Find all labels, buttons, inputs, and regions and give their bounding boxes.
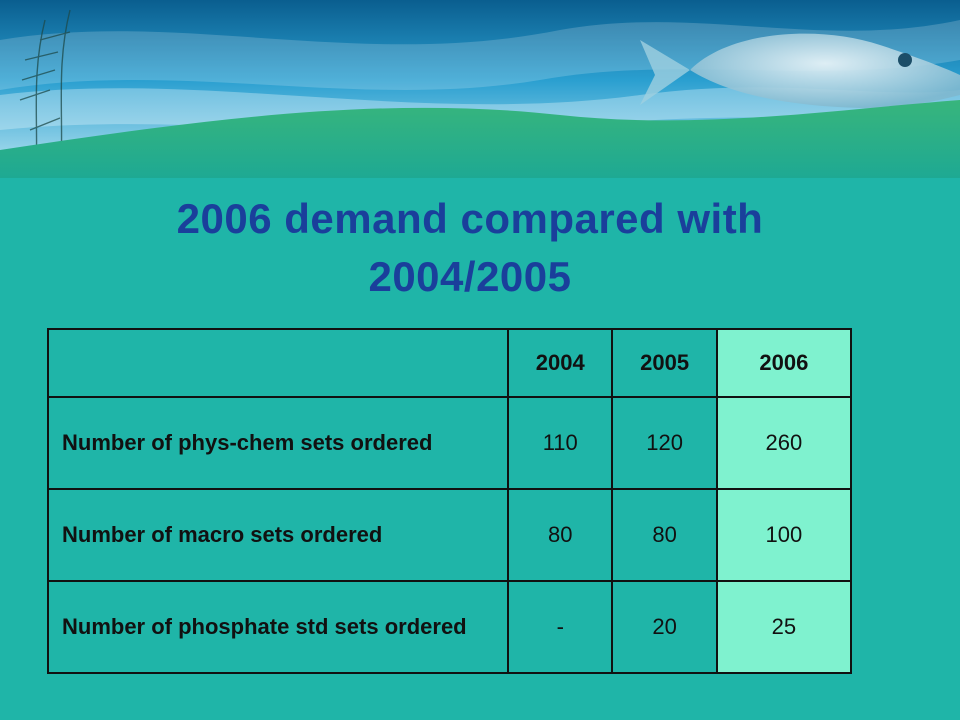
table-row: Number of macro sets ordered 80 80 100 xyxy=(46,488,853,582)
row-label: Number of macro sets ordered xyxy=(46,488,510,582)
title-line-1: 2006 demand compared with xyxy=(176,195,764,242)
cell-2006: 260 xyxy=(715,396,853,490)
cell-2004: - xyxy=(507,580,614,674)
header-2004: 2004 xyxy=(507,328,614,398)
table-row: Number of phosphate std sets ordered - 2… xyxy=(46,580,853,674)
cell-2006: 25 xyxy=(715,580,853,674)
fish-icon xyxy=(640,33,960,109)
demand-table: 2004 2005 2006 Number of phys-chem sets … xyxy=(46,328,853,674)
cell-2006: 100 xyxy=(715,488,853,582)
header-2005: 2005 xyxy=(611,328,718,398)
row-label: Number of phosphate std sets ordered xyxy=(46,580,510,674)
header-banner-image xyxy=(0,0,960,178)
slide-title: 2006 demand compared with 2004/2005 xyxy=(80,190,860,306)
table-header-row: 2004 2005 2006 xyxy=(46,328,853,398)
cell-2004: 80 xyxy=(507,488,614,582)
cell-2005: 120 xyxy=(611,396,718,490)
table-row: Number of phys-chem sets ordered 110 120… xyxy=(46,396,853,490)
cell-2004: 110 xyxy=(507,396,614,490)
header-blank-cell xyxy=(46,328,510,398)
cell-2005: 20 xyxy=(611,580,718,674)
row-label: Number of phys-chem sets ordered xyxy=(46,396,510,490)
cell-2005: 80 xyxy=(611,488,718,582)
title-line-2: 2004/2005 xyxy=(368,253,572,300)
header-2006: 2006 xyxy=(715,328,853,398)
